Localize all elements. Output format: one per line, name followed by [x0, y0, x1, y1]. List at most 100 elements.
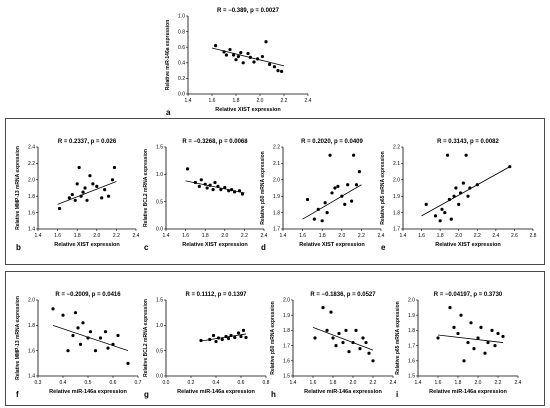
x-tick-label: 0.4	[213, 380, 220, 386]
stat-label: R = −0.04197, p = 0.3730	[434, 292, 503, 298]
panel-letter: f	[16, 390, 19, 399]
x-tick-label: 2.4	[261, 233, 268, 239]
x-tick-label: 1.4	[400, 233, 407, 239]
y-tick-label: 1.6	[283, 359, 290, 365]
data-point	[223, 185, 227, 190]
data-point	[272, 65, 276, 69]
data-point	[433, 214, 438, 218]
data-point	[276, 69, 280, 73]
data-point	[462, 359, 466, 363]
data-point	[98, 336, 103, 340]
x-tick-label: 2.2	[474, 233, 481, 239]
regression-line	[185, 180, 245, 194]
data-point	[346, 183, 350, 187]
data-point	[325, 211, 329, 215]
data-point	[331, 336, 335, 340]
data-point	[438, 219, 442, 223]
data-point	[457, 202, 461, 206]
y-tick-label: 0.4	[178, 61, 185, 67]
data-point	[211, 188, 215, 192]
data-point	[75, 182, 79, 186]
y-tick-label: 1.5	[408, 374, 415, 380]
regression-line	[437, 334, 504, 343]
y-axis-label: Relative BCL2 mRNA expression	[143, 149, 149, 227]
x-tick-label: 2.8	[530, 233, 537, 239]
y-axis-label: Relative p50 mRNA expression	[270, 301, 276, 374]
regression-line	[52, 324, 129, 352]
x-tick-label: 2.4	[492, 233, 499, 239]
y-tick-label: 1.9	[408, 313, 415, 319]
data-point	[334, 344, 338, 348]
x-tick-label: 2.0	[221, 233, 228, 239]
data-point	[81, 321, 85, 325]
data-point	[85, 198, 89, 202]
data-point	[220, 337, 224, 342]
data-point	[357, 170, 362, 174]
scatter-plot-g: R = 0.1112, p = 0.1397 0.0 0.2 0.4 0.6 0.8 0.0…	[143, 292, 270, 399]
data-point	[448, 306, 452, 310]
data-point	[226, 336, 231, 341]
regression-line	[200, 333, 247, 342]
data-point	[61, 313, 65, 317]
scatter-plot-i: R = −0.04197, p = 0.3730 1.4 1.6 1.8 2.0 2.2 2…	[395, 292, 522, 399]
x-tick-label: 2.0	[475, 380, 482, 386]
panel-letter: i	[396, 390, 398, 399]
data-point	[73, 311, 78, 315]
scatter-plot-d: R = 0.2020, p = 0.0409 1.4 1.6 1.8 2.0 2.2 2.4…	[260, 139, 385, 252]
y-tick-label: 2.1	[393, 161, 400, 167]
data-point	[199, 178, 203, 182]
y-tick-label: 1.0	[156, 172, 163, 178]
data-point	[66, 349, 70, 353]
data-point	[112, 165, 117, 170]
x-tick-label: 1.6	[299, 233, 306, 239]
data-point	[241, 328, 246, 332]
x-tick-label: 0.8	[263, 380, 270, 386]
panel-group-xist	[5, 118, 545, 265]
y-tick-label: 2.0	[408, 298, 415, 304]
regression-line	[211, 47, 285, 67]
data-point	[351, 153, 356, 157]
x-tick-label: 2.0	[350, 380, 357, 386]
data-point	[486, 340, 490, 345]
data-point	[236, 54, 240, 59]
y-tick-label: 0.5	[156, 348, 163, 354]
data-point	[443, 211, 447, 215]
scatter-plot-e: R = 0.3143, p = 0.0082 1.4 1.6 1.8 2.0 2.2 2.4…	[380, 139, 537, 252]
data-point	[483, 351, 487, 355]
data-point	[91, 182, 95, 186]
x-tick-label: 2.4	[305, 98, 312, 104]
data-point	[461, 181, 465, 185]
x-tick-label: 1.8	[202, 233, 209, 239]
data-point	[341, 340, 345, 345]
x-axis-label: Relative miR-146a expression	[429, 389, 507, 395]
data-point	[364, 340, 368, 345]
x-tick-label: 0.3	[35, 380, 42, 386]
data-point	[264, 40, 268, 44]
stat-label: R = 0.2020, p = 0.0409	[301, 139, 363, 145]
data-point	[323, 201, 327, 205]
data-point	[73, 198, 77, 202]
data-point	[76, 326, 80, 330]
stat-label: R = −0.3268, p = 0.0068	[182, 139, 248, 145]
y-tick-label: 1.0	[178, 14, 185, 20]
x-axis-label: Relative miR-146a expression	[49, 389, 127, 395]
data-point	[476, 336, 480, 340]
data-point	[241, 61, 245, 65]
y-axis-label: Relative MMP-13 mRNA expression	[15, 296, 21, 380]
stat-label: R = −0.1836, p = 0.0527	[310, 292, 376, 298]
data-point	[350, 199, 354, 203]
data-point	[246, 51, 250, 56]
y-tick-label: 0.5	[156, 199, 163, 205]
data-point	[211, 333, 216, 338]
y-tick-label: 2.2	[28, 161, 35, 167]
data-point	[321, 306, 325, 310]
data-point	[479, 325, 483, 329]
y-tick-label: 1.6	[28, 348, 35, 354]
y-tick-label: 1.6	[28, 210, 35, 216]
data-point	[354, 328, 358, 332]
y-tick-label: 1.6	[408, 359, 415, 365]
data-point	[354, 183, 359, 187]
data-point	[205, 186, 209, 190]
x-tick-label: 1.6	[418, 233, 425, 239]
x-tick-label: 1.6	[310, 380, 317, 386]
